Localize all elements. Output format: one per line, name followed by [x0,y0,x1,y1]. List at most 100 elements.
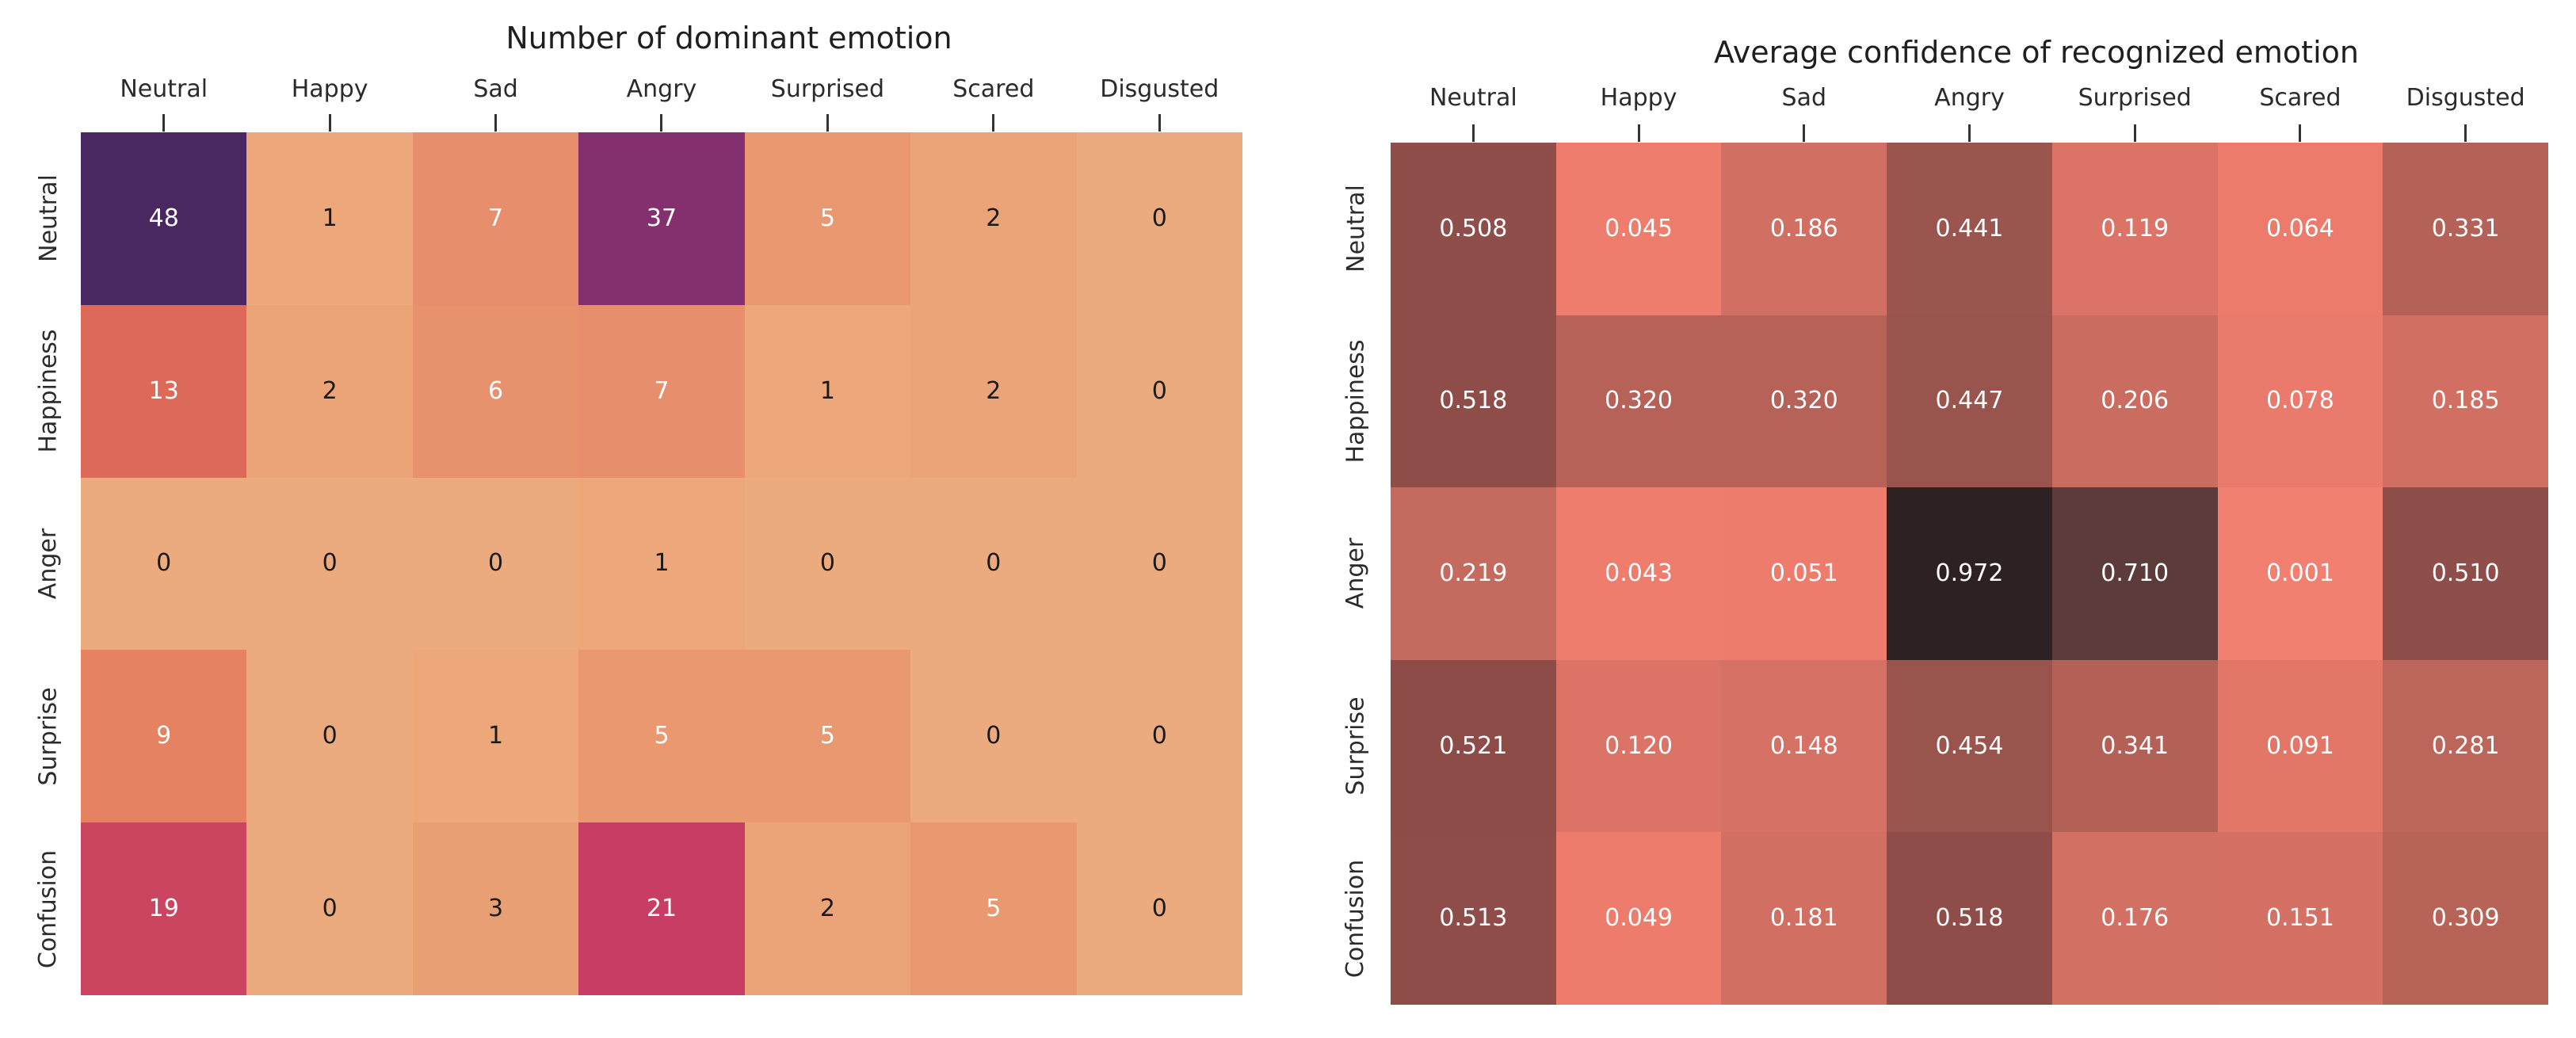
heatmap-cell: 0 [910,650,1077,823]
x-axis-ticks [1391,124,2548,143]
cell-value-label: 0 [819,549,835,578]
cell-value-label: 0.148 [1769,731,1838,760]
heatmap-cell: 0.091 [2217,659,2383,833]
cell-value-label: 0.051 [1769,559,1838,587]
x-axis-tick-mark [660,114,663,132]
cell-value-label: 0.518 [1935,904,2004,933]
cell-value-label: 37 [646,204,677,232]
heatmap-cell: 1 [578,477,745,651]
heatmap-cell: 0.513 [1391,832,1556,1005]
heatmap-cell: 0.341 [2051,659,2218,833]
cell-value-label: 0.508 [1439,214,1508,242]
x-axis-tick-mark [1471,124,1475,142]
cell-value-label: 3 [488,895,504,923]
y-axis-tick-label: Happiness [34,329,63,453]
x-axis-ticks [81,114,1242,132]
heatmap-cell: 37 [578,132,745,305]
y-axis-tick-label: Neutral [34,174,63,263]
cell-value-label: 0.185 [2431,387,2500,415]
heatmap-cell: 0.309 [2383,832,2548,1005]
cell-value-label: 0 [488,549,504,578]
heatmap-cell: 13 [81,304,247,478]
cell-value-label: 0.281 [2431,731,2500,760]
x-axis-tick-mark [2299,124,2302,142]
heatmap-cell: 0.186 [1721,143,1887,315]
y-axis-tick-label: Anger [1341,538,1370,609]
cell-value-label: 5 [819,204,835,232]
x-axis-tick-label: Sad [473,75,518,103]
heatmap-cell: 0.049 [1555,832,1722,1005]
heatmap-cell: 0.331 [2383,143,2548,315]
cell-value-label: 2 [819,895,835,923]
cell-value-label: 0 [986,549,1002,578]
heatmap-cell: 5 [578,650,745,823]
cell-value-label: 0.219 [1439,559,1508,587]
x-axis-tick-label: Surprised [770,75,885,103]
x-axis-tick-mark [328,114,331,132]
cell-value-label: 0.510 [2431,559,2500,587]
heatmap-cell: 0.521 [1391,659,1556,833]
cell-value-label: 0.186 [1769,214,1838,242]
heatmap-cell: 48 [81,132,247,305]
cell-value-label: 0 [1151,376,1167,405]
x-axis-tick-label: Disgusted [2406,84,2525,112]
x-axis-tick-mark [826,114,829,132]
heatmap-cell: 5 [744,650,911,823]
cell-value-label: 21 [646,895,677,923]
heatmap-cell: 0.510 [2383,487,2548,660]
heatmap-cell: 0 [910,477,1077,651]
heatmap-cell: 1 [246,132,413,305]
x-axis-tick-mark [1637,124,1640,142]
cell-value-label: 5 [654,722,670,750]
heatmap-grid: 48 1 7 37 5 2 0 13 2 6 7 1 2 0 0 0 0 1 0 0 0 9 0 1 5 5 0 0 19 0 3 21 2 5 0 [81,132,1242,995]
y-axis-tick-label: Surprise [34,687,63,786]
y-axis-tick-label: Confusion [34,849,63,968]
x-axis-tick-mark [162,114,166,132]
heatmap-cell: 0.320 [1555,315,1722,488]
cell-value-label: 0.045 [1605,214,1673,242]
cell-value-label: 0.518 [1439,387,1508,415]
cell-value-label: 0.972 [1935,559,2004,587]
cell-value-label: 5 [986,895,1002,923]
heatmap-cell: 2 [744,822,911,995]
heatmap-cell: 0.185 [2383,315,2548,488]
cell-value-label: 2 [986,376,1002,405]
chart-title: Number of dominant emotion [506,21,952,55]
x-axis-tick-label: Scared [2259,84,2341,112]
heatmap-cell: 2 [910,304,1077,478]
cell-value-label: 0.710 [2101,559,2170,587]
cell-value-label: 13 [148,376,179,405]
y-axis-tick-label: Confusion [1341,859,1370,978]
x-axis-tick-label: Happy [1600,84,1677,112]
cell-value-label: 0 [322,549,338,578]
cell-value-label: 2 [986,204,1002,232]
heatmap-cell: 0.219 [1391,487,1556,660]
x-axis-tick-mark [494,114,498,132]
cell-value-label: 1 [488,722,504,750]
cell-value-label: 0.320 [1769,387,1838,415]
heatmap-cell: 0 [412,477,579,651]
heatmap-cell: 0.148 [1721,659,1887,833]
heatmap-cell: 9 [81,650,247,823]
x-axis-tick-label: Sad [1781,84,1827,112]
x-axis-tick-mark [2464,124,2467,142]
cell-value-label: 0.341 [2101,731,2170,760]
x-axis-tick-label: Neutral [120,75,208,103]
heatmap-cell: 0.972 [1887,487,2052,660]
heatmap-cell: 0.710 [2051,487,2218,660]
cell-value-label: 1 [654,549,670,578]
cell-value-label: 0.049 [1605,904,1673,933]
heatmap-cell: 19 [81,822,247,995]
heatmap-cell: 5 [744,132,911,305]
heatmap-cell: 0.078 [2217,315,2383,488]
heatmap-cell: 5 [910,822,1077,995]
heatmap-cell: 0.181 [1721,832,1887,1005]
cell-value-label: 0.091 [2265,731,2334,760]
heatmap-cell: 0 [1076,304,1242,478]
heatmap-cell: 0.051 [1721,487,1887,660]
cell-value-label: 0.120 [1605,731,1673,760]
heatmap-cell: 0 [81,477,247,651]
cell-value-label: 0 [1151,204,1167,232]
heatmap-cell: 0.518 [1887,832,2052,1005]
